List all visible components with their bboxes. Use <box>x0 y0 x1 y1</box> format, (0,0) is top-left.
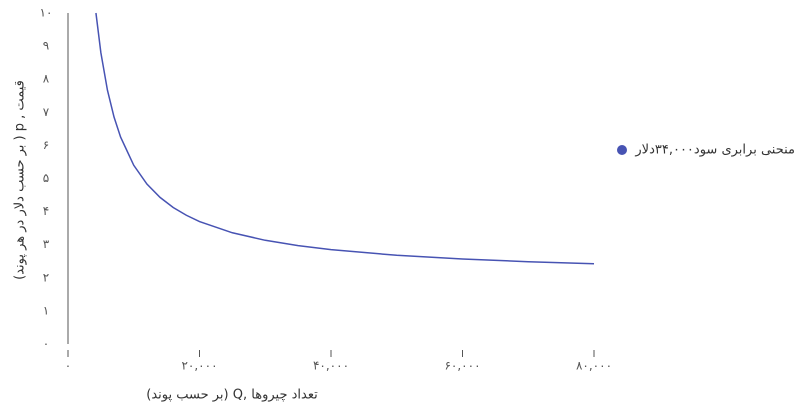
y-tick-label: ۸ <box>43 72 50 86</box>
y-tick-label: ۳ <box>43 237 50 251</box>
y-axis-title: قیمت , p ( بر حسب دلار در هر پوند) <box>13 80 28 280</box>
line-series <box>95 12 595 265</box>
y-tick-label: ۴ <box>43 204 49 218</box>
x-axis-title: تعداد چیروها ,Q (بر حسب پوند) <box>146 388 318 403</box>
legend-marker <box>617 145 627 155</box>
y-tick-label: ۵ <box>43 171 49 185</box>
y-tick-label: ۲ <box>43 270 49 284</box>
x-tick-label: ۴۰,۰۰۰ <box>313 359 349 373</box>
y-tick-label: ۱۰ <box>40 6 53 20</box>
x-tick-label: ۰ <box>65 359 71 373</box>
y-tick-label: ۰ <box>43 337 49 351</box>
x-tick-label: ۶۰,۰۰۰ <box>444 359 480 373</box>
y-tick-label: ۶ <box>43 138 49 152</box>
y-tick-label: ۹ <box>43 39 49 53</box>
x-tick-label: ۲۰,۰۰۰ <box>181 359 217 373</box>
y-tick-label: ۷ <box>43 105 50 119</box>
legend-label: منحنی برابری سود۳۴,۰۰۰دلار <box>634 143 795 158</box>
y-tick-label: ۱ <box>43 303 49 317</box>
x-tick-label: ۸۰,۰۰۰ <box>576 359 612 373</box>
